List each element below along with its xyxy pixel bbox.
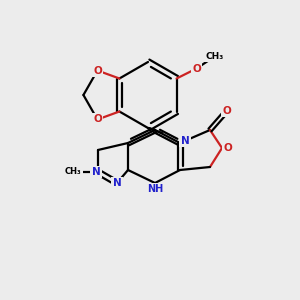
Text: N: N (112, 178, 122, 188)
Text: NH: NH (147, 184, 163, 194)
Text: O: O (93, 65, 102, 76)
Text: O: O (224, 143, 232, 153)
Text: O: O (93, 115, 102, 124)
Text: N: N (181, 136, 189, 146)
Text: O: O (223, 106, 231, 116)
Text: N: N (92, 167, 100, 177)
Text: CH₃: CH₃ (65, 167, 81, 176)
Text: O: O (192, 64, 201, 74)
Text: CH₃: CH₃ (206, 52, 224, 61)
